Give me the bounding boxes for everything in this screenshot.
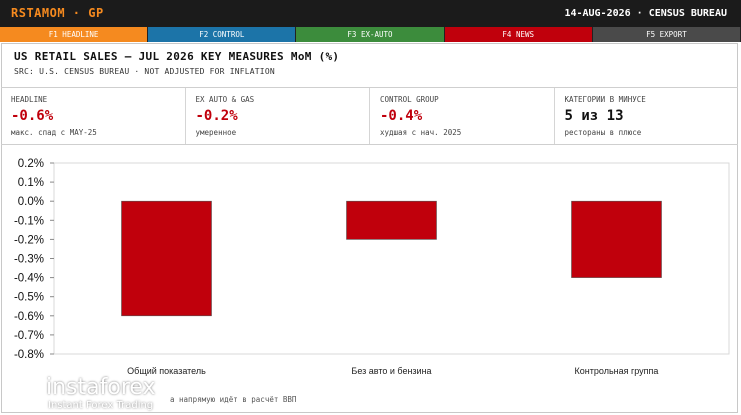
- x-tick-label: Контрольная группа: [575, 366, 659, 376]
- y-tick-label: -0.7%: [14, 330, 44, 342]
- divider: [1, 87, 738, 88]
- metric-value: -0.2%: [195, 108, 238, 124]
- metric-value: 5 из 13: [564, 108, 624, 124]
- metric-control-group: CONTROL GROUP -0.4% худшая с нач. 2025: [370, 88, 555, 144]
- y-tick-label: 0.2%: [18, 158, 44, 170]
- instaforex-logo-icon: [6, 375, 42, 411]
- bar-chart: 0.2% 0.1% 0.0% -0.1% -0.2% -0.3% -0.4% -0.5% -0.…: [14, 158, 730, 376]
- y-tick-label: -0.3%: [14, 254, 44, 266]
- metric-label: EX AUTO & GAS: [195, 95, 255, 104]
- metric-note: макс. спад с MAY-25: [11, 128, 97, 137]
- y-tick-label: -0.8%: [14, 349, 44, 361]
- tab-4[interactable]: F4 NEWS: [444, 27, 593, 42]
- footer-note: а напрямую идёт в расчёт ВВП: [170, 395, 297, 404]
- watermark-tagline: Instant Forex Trading: [48, 400, 154, 411]
- chart-panel: [1, 43, 738, 413]
- y-tick-label: -0.5%: [14, 292, 44, 304]
- metric-note: худшая с нач. 2025: [380, 128, 462, 137]
- y-tick-label: -0.6%: [14, 311, 44, 323]
- divider: [1, 144, 738, 145]
- tab-3[interactable]: F3 EX-AUTO: [296, 27, 445, 42]
- function-key-bar: F1 HEADLINE F2 CONTROL F3 EX-AUTO F4 NEWS F5…: [0, 27, 741, 42]
- panel-title: US RETAIL SALES — JUL 2026 KEY MEASURES …: [14, 50, 340, 63]
- bar: [346, 200, 437, 240]
- metric-headline: HEADLINE -0.6% макс. спад с MAY-25: [1, 88, 186, 144]
- date-source-label: 14-AUG-2026 · CENSUS BUREAU: [564, 8, 727, 19]
- y-tick-label: 0.0%: [18, 196, 44, 208]
- tab-1[interactable]: F1 HEADLINE: [0, 27, 149, 42]
- metric-value: -0.6%: [11, 108, 54, 124]
- metric-label: CONTROL GROUP: [380, 95, 439, 104]
- y-tick-label: -0.4%: [14, 273, 44, 285]
- metric-value: -0.4%: [380, 108, 423, 124]
- metric-label: HEADLINE: [11, 95, 48, 104]
- metric-ex-auto-gas: EX AUTO & GAS -0.2% умеренное: [186, 88, 370, 144]
- y-tick-label: -0.2%: [14, 234, 44, 246]
- bar: [571, 200, 662, 278]
- bar: [121, 200, 212, 317]
- y-tick-label: -0.1%: [14, 215, 44, 227]
- metric-note: умеренное: [195, 128, 237, 137]
- metrics-row: HEADLINE -0.6% макс. спад с MAY-25 EX AU…: [1, 88, 738, 144]
- panel-subtitle: SRC: U.S. CENSUS BUREAU · NOT ADJUSTED F…: [14, 67, 275, 76]
- watermark-brand: instaforex: [46, 375, 156, 400]
- metric-note: рестораны в плюсе: [564, 128, 642, 137]
- metric-label: КАТЕГОРИИ В МИНУСЕ: [564, 95, 646, 104]
- ticker-label: RSTAMOM · GP: [11, 6, 104, 20]
- x-tick-label: Общий показатель: [127, 366, 206, 376]
- metric-categories-negative: КАТЕГОРИИ В МИНУСЕ 5 из 13 рестораны в п…: [555, 88, 739, 144]
- tab-5[interactable]: F5 EXPORT: [592, 27, 741, 42]
- top-bar: RSTAMOM · GP 14-AUG-2026 · CENSUS BUREAU: [0, 0, 741, 27]
- tab-2[interactable]: F2 CONTROL: [148, 27, 297, 42]
- watermark: instaforex Instant Forex Trading: [2, 372, 182, 414]
- y-tick-label: 0.1%: [18, 177, 44, 189]
- x-tick-label: Без авто и бензина: [351, 366, 431, 376]
